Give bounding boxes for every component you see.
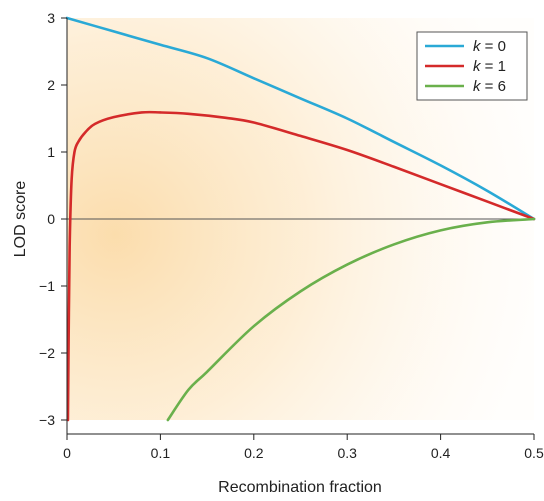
x-tick-label: 0.5 [524,445,544,461]
y-tick-label: 3 [47,10,55,26]
legend-entry-value: = 0 [481,38,506,55]
legend-entry: k = 0 [473,38,506,55]
legend: k = 0k = 1k = 6 [416,31,528,101]
y-tick-label: 2 [47,77,55,93]
x-tick-label: 0.3 [337,445,357,461]
y-tick-label: 0 [47,211,55,227]
legend-entry-variable: k [473,38,482,55]
x-ticks: 0 0.1 0.2 0.3 0.4 0.5 [63,434,544,461]
legend-entry-variable: k [473,78,482,95]
legend-entry-value: = 1 [481,58,506,75]
x-tick-label: 0.4 [431,445,451,461]
x-tick-label: 0.1 [151,445,171,461]
legend-entry: k = 1 [473,58,506,75]
y-ticks: −3 −2 −1 0 1 2 3 [39,10,67,428]
x-tick-label: 0 [63,445,71,461]
legend-entry-variable: k [473,58,482,75]
series-line-k6 [166,217,536,422]
y-tick-label: −2 [39,345,55,361]
y-tick-label: −1 [39,278,55,294]
y-tick-label: 1 [47,144,55,160]
y-tick-label: −3 [39,412,55,428]
series-line-k1 [66,110,536,422]
series-line-k0 [65,16,536,221]
legend-entry: k = 6 [473,78,506,95]
x-axis-label: Recombination fraction [218,479,382,496]
y-axis-label: LOD score [12,181,29,258]
legend-entry-value: = 6 [481,78,506,95]
x-tick-label: 0.2 [244,445,264,461]
series-layer [65,16,536,422]
